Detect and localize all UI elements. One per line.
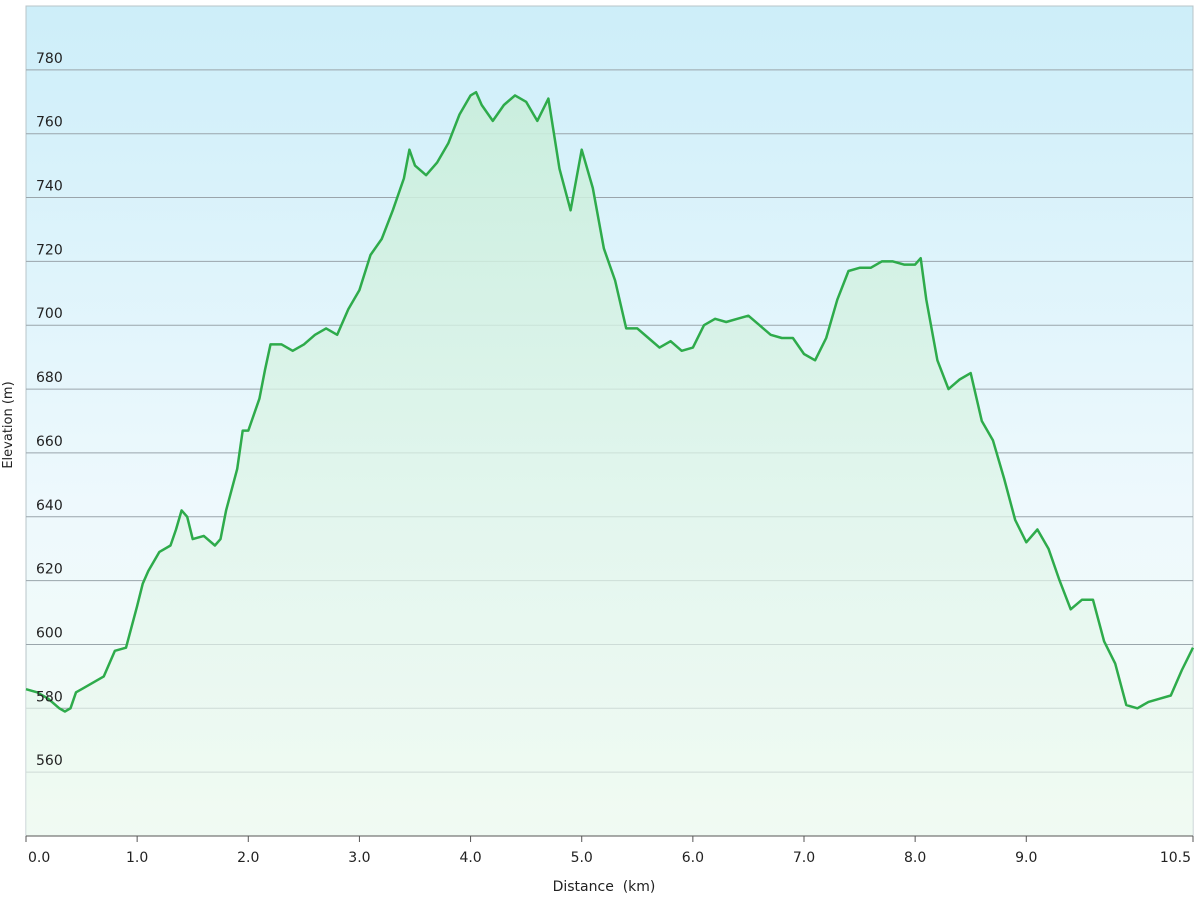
y-tick-label: 720: [36, 242, 63, 258]
y-tick-label: 660: [36, 434, 63, 450]
x-tick-label: 1.0: [126, 850, 148, 866]
y-tick-label: 560: [36, 753, 63, 769]
x-tick-label: 4.0: [459, 850, 481, 866]
x-tick-label: 5.0: [571, 850, 593, 866]
y-tick-label: 620: [36, 562, 63, 578]
y-tick-label: 580: [36, 689, 63, 705]
x-tick-label: 10.5: [1160, 850, 1191, 866]
x-tick-label: 8.0: [904, 850, 926, 866]
y-tick-label: 680: [36, 370, 63, 386]
y-tick-label: 600: [36, 625, 63, 641]
y-tick-label: 740: [36, 179, 63, 195]
x-tick-label: 2.0: [237, 850, 259, 866]
y-axis-title: Elevation (m): [1, 381, 16, 468]
x-tick-label: 0.0: [28, 850, 50, 866]
x-tick-label: 9.0: [1015, 850, 1037, 866]
x-tick-label: 6.0: [682, 850, 704, 866]
x-tick-label: 7.0: [793, 850, 815, 866]
y-tick-label: 640: [36, 498, 63, 514]
y-tick-label: 700: [36, 306, 63, 322]
elevation-line: [25, 90, 1195, 713]
x-tick-label: 3.0: [348, 850, 370, 866]
elevation-area: [26, 92, 1193, 836]
y-tick-label: 780: [36, 51, 63, 67]
y-tick-label: 760: [36, 115, 63, 131]
x-axis-title: Distance (km): [553, 879, 656, 895]
